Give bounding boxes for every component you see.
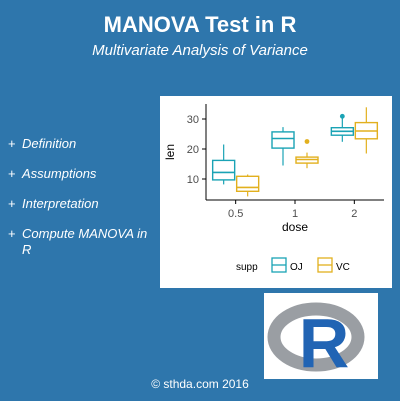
topic-list: + Definition + Assumptions + Interpretat… — [8, 136, 160, 272]
topic-item-compute-manova: + Compute MANOVA in R — [8, 226, 160, 258]
copyright-footer: © sthda.com 2016 — [151, 377, 249, 391]
r-logo: R — [264, 293, 378, 382]
plus-bullet-icon: + — [8, 226, 16, 241]
topic-item-definition: + Definition — [8, 136, 160, 152]
box-VC-0.5 — [235, 175, 260, 193]
x-tick-label: 2 — [351, 208, 357, 220]
y-tick-label: 10 — [187, 174, 199, 186]
topic-label: Compute MANOVA in R — [22, 226, 148, 257]
outlier-point-VC — [304, 139, 310, 144]
x-tick-label: 1 — [292, 208, 298, 220]
x-axis-title: dose — [282, 220, 308, 234]
legend-title: supp — [236, 262, 258, 273]
legend-label-VC: VC — [336, 262, 350, 273]
y-tick-label: 20 — [187, 144, 199, 156]
plus-bullet-icon: + — [8, 136, 16, 151]
box-OJ-0.5 — [211, 159, 236, 181]
boxplot-panel: 10 20 30 0.5 1 2 dose len supp OJ VC — [160, 96, 392, 288]
topic-item-interpretation: + Interpretation — [8, 196, 160, 212]
y-tick-label: 30 — [187, 114, 199, 126]
box-OJ-1 — [271, 131, 295, 149]
topic-label: Definition — [22, 136, 77, 151]
topic-label: Interpretation — [22, 196, 99, 211]
r-logo-icon: R — [267, 302, 365, 382]
outlier-point-OJ — [339, 113, 345, 119]
boxplot-chart: 10 20 30 0.5 1 2 dose len supp OJ VC — [163, 104, 384, 273]
topic-item-assumptions: + Assumptions — [8, 166, 160, 182]
legend-label-OJ: OJ — [290, 262, 303, 273]
plus-bullet-icon: + — [8, 196, 16, 211]
logo-letter: R — [299, 304, 350, 379]
plus-bullet-icon: + — [8, 166, 16, 181]
logo-ring-shape — [267, 302, 365, 372]
page-subtitle: Multivariate Analysis of Variance — [92, 42, 308, 59]
page-title: MANOVA Test in R — [103, 12, 297, 37]
x-tick-label: 0.5 — [228, 208, 243, 220]
y-axis-title: len — [163, 144, 177, 160]
topic-label: Assumptions — [22, 166, 97, 181]
